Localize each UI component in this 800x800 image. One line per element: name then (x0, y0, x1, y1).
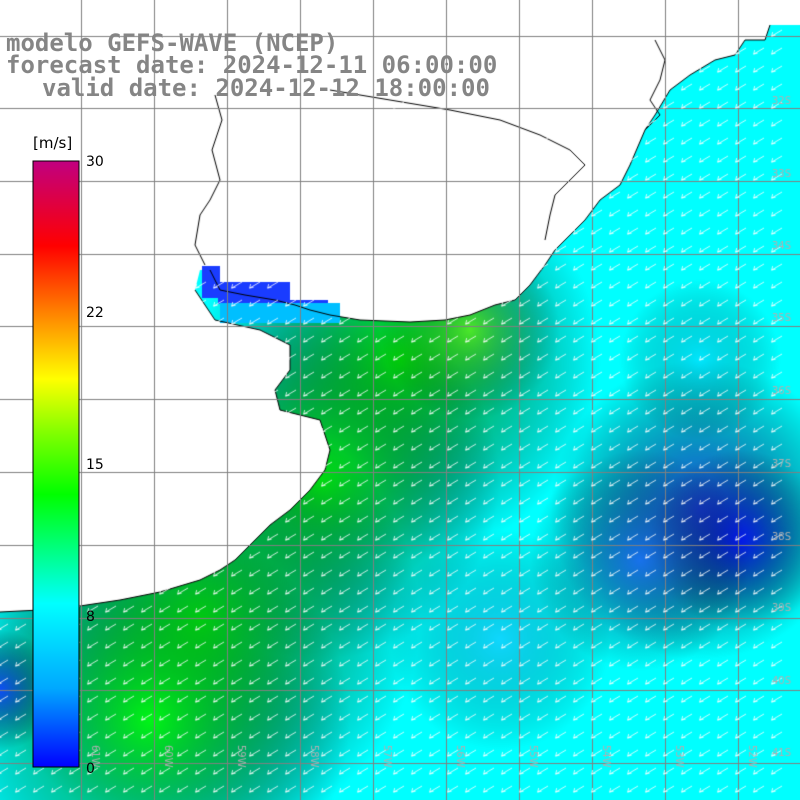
model-title: modelo GEFS-WAVE (NCEP) (6, 29, 339, 57)
valid-date-title: valid date: 2024-12-12 18:00:00 (42, 74, 490, 102)
forecast-date-title: forecast date: 2024-12-11 06:00:00 (6, 51, 498, 79)
